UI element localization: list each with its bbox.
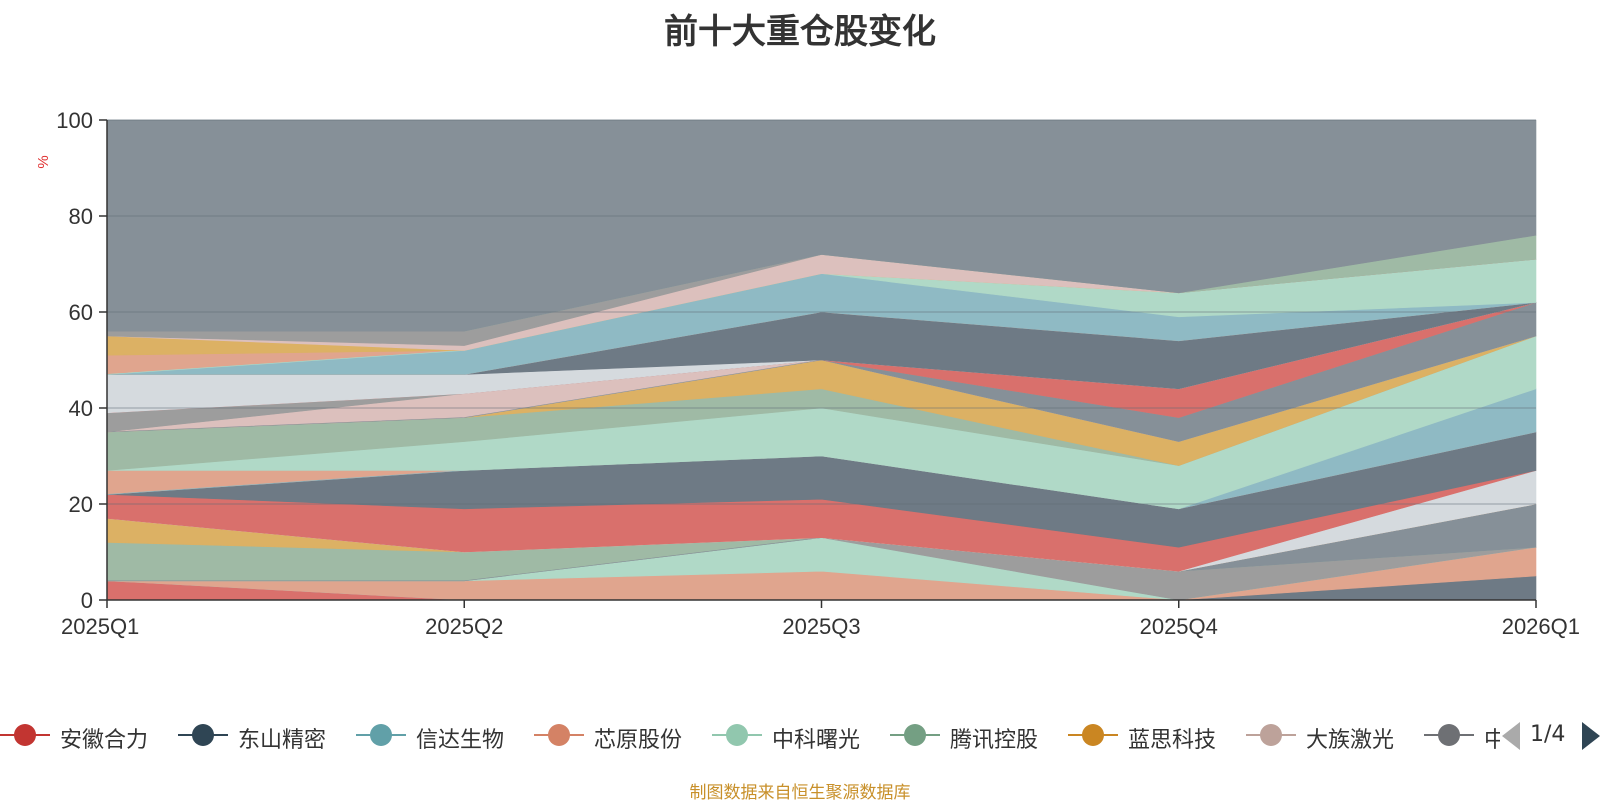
legend-item[interactable]: 中科曙光	[712, 716, 888, 756]
legend-item[interactable]: 腾讯控股	[890, 716, 1066, 756]
legend-page-indicator: 1/4	[1530, 722, 1566, 747]
x-tick-label: 2025Q3	[782, 614, 860, 639]
source-note: 制图数据来自恒生聚源数据库	[689, 783, 911, 803]
legend-item[interactable]: 安徽合力	[0, 716, 176, 756]
legend-prev-button[interactable]	[1502, 722, 1520, 750]
legend-item[interactable]: 东山精密	[178, 716, 354, 756]
legend-next-button[interactable]	[1582, 722, 1600, 750]
legend-marker	[726, 724, 748, 746]
legend-item[interactable]: 信达生物	[356, 716, 532, 756]
y-tick-label: 40	[69, 396, 93, 421]
legend-marker	[370, 724, 392, 746]
y-axis-label: %	[35, 155, 52, 168]
y-tick-label: 100	[56, 108, 93, 133]
legend-marker	[1082, 724, 1104, 746]
x-tick-label: 2025Q1	[61, 614, 139, 639]
y-tick-label: 60	[69, 300, 93, 325]
legend-label: 中科曙光	[772, 728, 861, 753]
chart-area: 0 20 40 60 80 100 2025Q1 2025Q2 2025Q3 2025Q4 2026…	[35, 108, 1580, 639]
legend-marker	[14, 724, 36, 746]
y-tick-label: 80	[69, 204, 93, 229]
legend-item[interactable]: 中	[1424, 716, 1500, 756]
legend-marker	[904, 724, 926, 746]
legend: 安徽合力 东山精密 信达生物 芯原股份 中科曙光 腾讯控股 蓝思科技 大族激光 中	[0, 716, 1500, 756]
y-tick-label: 20	[69, 492, 93, 517]
legend-marker	[1438, 724, 1460, 746]
chart-title: 前十大重仓股变化	[664, 12, 936, 52]
x-tick-label: 2025Q2	[425, 614, 503, 639]
legend-marker	[548, 724, 570, 746]
legend-label: 蓝思科技	[1128, 728, 1217, 753]
legend-label: 大族激光	[1306, 728, 1395, 753]
legend-label: 中	[1484, 728, 1500, 753]
y-tick-label: 0	[81, 588, 93, 613]
legend-label: 安徽合力	[60, 728, 149, 753]
legend-label: 信达生物	[416, 728, 505, 753]
legend-item[interactable]: 蓝思科技	[1068, 716, 1244, 756]
legend-item[interactable]: 大族激光	[1246, 716, 1422, 756]
x-tick-label: 2025Q4	[1140, 614, 1218, 639]
legend-label: 东山精密	[238, 728, 327, 753]
legend-item[interactable]: 芯原股份	[534, 716, 710, 756]
x-tick-label: 2026Q1	[1502, 614, 1580, 639]
area-band-20[interactable]	[106, 302, 1537, 442]
legend-marker	[192, 724, 214, 746]
legend-label: 芯原股份	[594, 728, 683, 753]
legend-pager: 1/4	[1500, 716, 1600, 756]
legend-marker	[1260, 724, 1282, 746]
area-band-8[interactable]	[106, 503, 1537, 582]
legend-label: 腾讯控股	[950, 728, 1039, 753]
